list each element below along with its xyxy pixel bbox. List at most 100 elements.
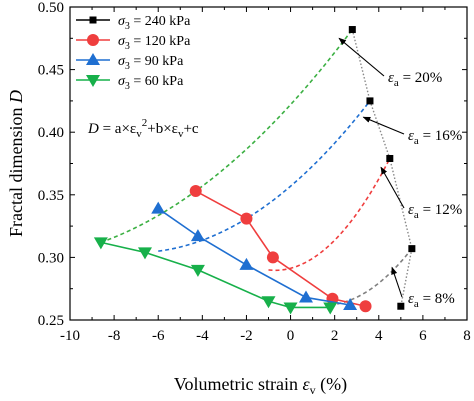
x-axis-title: Volumetric strain εv (%) — [174, 374, 347, 397]
legend-sigma: σ — [118, 74, 126, 89]
legend-sub: 3 — [125, 61, 130, 72]
equation-sup: 2 — [142, 117, 148, 129]
series-group — [348, 26, 416, 310]
triangle-up-marker — [239, 257, 254, 270]
strain-value: = 16% — [419, 128, 462, 144]
fit-curves — [100, 29, 413, 307]
series-group — [93, 237, 338, 315]
x-tick-label: 2 — [331, 328, 339, 344]
x-tick-label: -6 — [152, 328, 165, 344]
circle-marker — [87, 34, 99, 46]
legend-sigma: σ — [118, 34, 126, 49]
x-tick-label: -4 — [196, 328, 209, 344]
triangle-down-marker — [261, 296, 276, 309]
equation-lhs: D — [87, 121, 99, 137]
strain-symbol: ε — [408, 291, 414, 307]
fit-curve — [268, 158, 391, 272]
triangle-up-marker — [190, 229, 205, 242]
legend-sub: 3 — [125, 41, 130, 52]
strain-label: εa = 12% — [408, 202, 462, 221]
x-axis-title-sub: v — [310, 383, 316, 397]
triangle-up-marker — [151, 201, 166, 214]
strain-sub: a — [414, 209, 419, 221]
strain-sub: a — [414, 135, 419, 147]
circle-marker — [359, 300, 372, 313]
square-marker — [348, 26, 356, 34]
square-marker — [89, 16, 97, 24]
x-tick-label: 6 — [419, 328, 427, 344]
triangle-up-marker — [343, 297, 358, 310]
x-tick-label: 0 — [287, 328, 295, 344]
triangle-down-marker — [190, 264, 205, 277]
equation-sub: v — [136, 128, 142, 140]
y-axis-title-symbol: D — [6, 90, 26, 104]
y-tick-label: 0.45 — [38, 63, 64, 79]
triangle-down-marker — [93, 237, 108, 250]
legend-label: σ3 = 90 kPa — [118, 54, 184, 72]
fit-curve — [100, 29, 353, 244]
legend-sigma: σ — [118, 14, 126, 29]
circle-marker — [266, 251, 279, 264]
y-tick-label: 0.30 — [38, 250, 64, 266]
strain-value: = 8% — [419, 291, 455, 307]
legend-sub: 3 — [125, 21, 130, 32]
strain-value: = 20% — [399, 70, 442, 86]
legend-value: = 240 kPa — [130, 14, 191, 29]
strain-symbol: ε — [408, 202, 414, 218]
strain-value: = 12% — [419, 202, 462, 218]
y-tick-label: 0.40 — [38, 125, 64, 141]
series-group — [151, 201, 358, 310]
circle-marker — [240, 212, 253, 225]
legend-label: σ3 = 60 kPa — [118, 74, 184, 92]
equation-part: +b×ε — [147, 121, 178, 137]
equation-part: = a×ε — [99, 121, 136, 137]
strain-symbol: ε — [388, 70, 394, 86]
legend-value: = 120 kPa — [130, 34, 191, 49]
square-marker — [408, 245, 416, 253]
square-marker — [386, 154, 394, 162]
x-axis-title-text: Volumetric strain — [174, 374, 303, 394]
legend-value: = 60 kPa — [130, 74, 184, 89]
legend-label: σ3 = 120 kPa — [118, 34, 191, 52]
triangle-down-marker — [137, 247, 152, 260]
series-line — [195, 190, 366, 308]
strain-sub: a — [394, 77, 399, 89]
triangle-down-marker — [86, 75, 100, 87]
series-group — [189, 185, 372, 313]
strain-symbol: ε — [408, 128, 414, 144]
strain-arrow — [391, 266, 403, 298]
x-tick-label: -8 — [108, 328, 121, 344]
x-tick-label: 4 — [375, 328, 383, 344]
equation-part: +c — [183, 121, 198, 137]
data-series — [93, 26, 416, 315]
y-tick-label: 0.25 — [38, 313, 64, 329]
strain-arrow — [338, 37, 385, 77]
x-axis-title-symbol: ε — [303, 374, 311, 394]
legend-sigma: σ — [118, 54, 126, 69]
strain-label: εa = 8% — [408, 291, 455, 310]
x-tick-label: -2 — [240, 328, 253, 344]
triangle-down-marker — [323, 302, 338, 315]
fit-equation: D = a×εv2+b×εv+c — [87, 117, 199, 140]
strain-label: εa = 20% — [388, 70, 442, 89]
fit-curve — [158, 100, 371, 252]
axes: -10 -8 -6 -4 -2 0 2 4 6 8 0.25 0.30 0.35 0.40 0.45 0.50… — [6, 0, 471, 397]
x-tick-label: -10 — [60, 328, 80, 344]
y-tick-label: 0.50 — [38, 0, 64, 16]
triangle-up-marker — [298, 290, 313, 303]
y-tick-label: 0.35 — [38, 188, 64, 204]
legend-value: = 90 kPa — [130, 54, 184, 69]
x-axis-title-unit: (%) — [316, 374, 347, 395]
square-marker — [397, 302, 405, 310]
strain-sub: a — [414, 298, 419, 310]
y-axis-title: Fractal dimension D — [6, 90, 26, 237]
x-tick-label: 8 — [463, 328, 471, 344]
equation-sub: v — [178, 128, 184, 140]
legend-sub: 3 — [125, 81, 130, 92]
fit-curve — [330, 248, 413, 306]
strain-arrow — [362, 116, 405, 135]
triangle-down-marker — [283, 302, 298, 315]
